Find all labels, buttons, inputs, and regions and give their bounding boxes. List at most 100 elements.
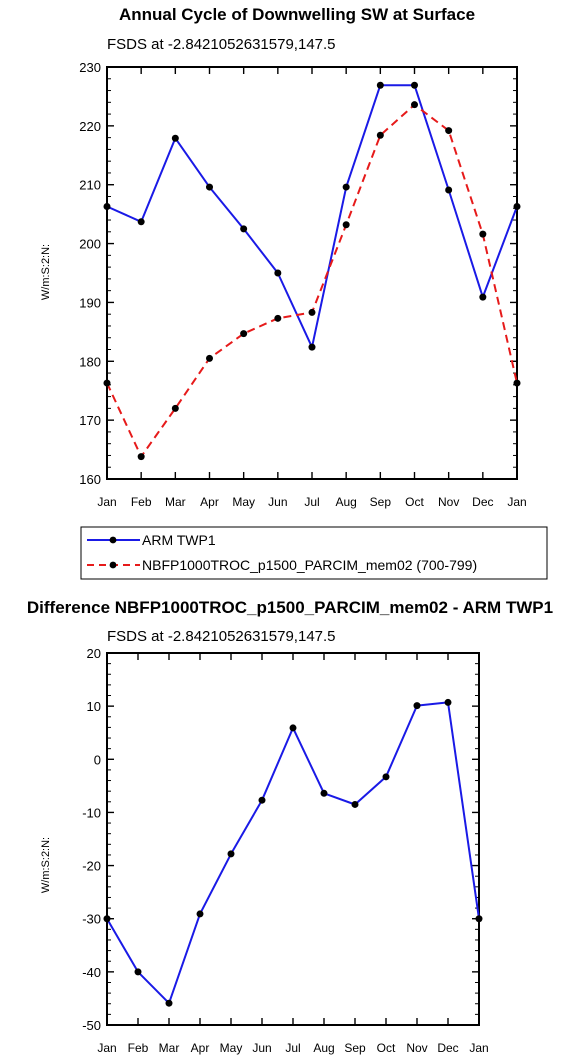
x-tick-label: Apr [191,1041,210,1055]
data-point [137,453,145,461]
chart2-marks [103,698,483,1007]
x-tick-label: Mar [159,1041,180,1055]
data-point [134,968,142,976]
legend-item-model: NBFP1000TROC_p1500_PARCIM_mem02 (700-799… [87,557,477,573]
data-point [103,915,111,923]
data-point [513,202,521,210]
chart2-title: Difference NBFP1000TROC_p1500_PARCIM_mem… [27,598,553,617]
data-point [103,379,111,387]
data-point [240,330,248,338]
data-point [206,183,213,191]
x-tick-label: Jan [97,495,116,509]
data-point [258,796,266,804]
y-tick-label: 20 [87,646,101,661]
data-point [227,850,235,858]
data-point [444,698,452,706]
data-point [413,702,421,710]
legend-arm-label: ARM TWP1 [142,532,216,548]
x-tick-label: May [232,495,255,509]
y-tick-label: 170 [79,413,101,428]
data-point [165,999,173,1007]
data-point [274,269,282,277]
data-point [240,225,248,233]
chart2-subtitle: FSDS at -2.8421052631579,147.5 [107,628,336,645]
y-tick-label: 180 [79,354,101,369]
chart2-y-axis-label: W/m:S:2:N: [40,837,52,893]
legend-arm-marker [109,536,117,544]
x-tick-label: Aug [313,1041,334,1055]
legend-item-arm: ARM TWP1 [87,532,216,548]
data-point [308,308,316,316]
data-point [479,230,487,238]
data-point [479,293,487,301]
x-tick-label: Oct [405,495,424,509]
data-point [376,81,384,89]
x-tick-label: Feb [128,1041,149,1055]
y-tick-label: -20 [82,859,101,874]
x-tick-label: Nov [438,495,459,509]
data-point [475,915,483,923]
chart1-y-axis-label: W/m:S:2:N: [40,244,52,300]
y-tick-label: 220 [79,119,101,134]
series-line-0 [106,701,480,1005]
y-tick-label: 200 [79,237,101,252]
series-line-0 [106,84,518,349]
legend-model-label: NBFP1000TROC_p1500_PARCIM_mem02 (700-799… [142,557,477,573]
legend-model-marker [109,561,117,569]
x-tick-label: Nov [406,1041,427,1055]
data-point [513,379,521,387]
x-tick-label: Feb [131,495,152,509]
chart1-subtitle: FSDS at -2.8421052631579,147.5 [107,36,336,53]
data-point [103,202,111,210]
y-tick-label: -40 [82,965,101,980]
x-tick-label: Jul [285,1041,300,1055]
data-point [342,221,350,229]
y-tick-label: 0 [94,752,101,767]
chart-difference: Difference NBFP1000TROC_p1500_PARCIM_mem… [27,598,553,1055]
data-point [411,101,418,109]
x-tick-label: Aug [335,495,356,509]
data-point [274,314,282,322]
legend: ARM TWP1 NBFP1000TROC_p1500_PARCIM_mem02… [80,526,548,580]
data-point [137,218,145,226]
x-tick-label: Jan [469,1041,488,1055]
chart1-axes: 160 170 180 190 200 210 220 230 Jan Feb Mar Apr May J… [79,60,526,509]
data-point [342,183,350,191]
data-point [196,910,204,918]
chart1-marks [103,81,521,461]
data-point [289,724,297,732]
plot-frame [106,66,518,480]
data-point [171,134,179,142]
data-point [445,127,453,135]
data-point [308,343,316,351]
x-tick-label: Oct [377,1041,396,1055]
chart-annual-cycle: Annual Cycle of Downwelling SW at Surfac… [40,5,527,509]
legend-box [80,526,548,580]
data-point [171,404,179,412]
data-point [445,186,453,194]
y-tick-label: 190 [79,295,101,310]
x-tick-label: Jun [252,1041,271,1055]
x-tick-label: Sep [370,495,392,509]
data-point [206,354,213,362]
data-point [382,773,390,781]
data-point [351,800,359,808]
data-point [320,789,328,797]
x-tick-label: Dec [437,1041,458,1055]
x-tick-label: Jan [97,1041,116,1055]
y-tick-label: 230 [79,60,101,75]
chart2-axes: -50 -40 -30 -20 -10 0 10 20 Jan Feb Mar Apr May Jun Ju… [82,646,488,1055]
x-tick-label: Mar [165,495,186,509]
data-point [376,131,384,139]
y-tick-label: -30 [82,912,101,927]
x-tick-label: Jul [304,495,319,509]
x-tick-label: Apr [200,495,219,509]
plot-frame [106,652,480,1026]
data-point [411,81,418,89]
y-tick-label: -10 [82,805,101,820]
x-tick-label: Dec [472,495,493,509]
x-tick-label: Jun [268,495,287,509]
x-tick-label: Jan [507,495,526,509]
x-tick-label: May [220,1041,243,1055]
